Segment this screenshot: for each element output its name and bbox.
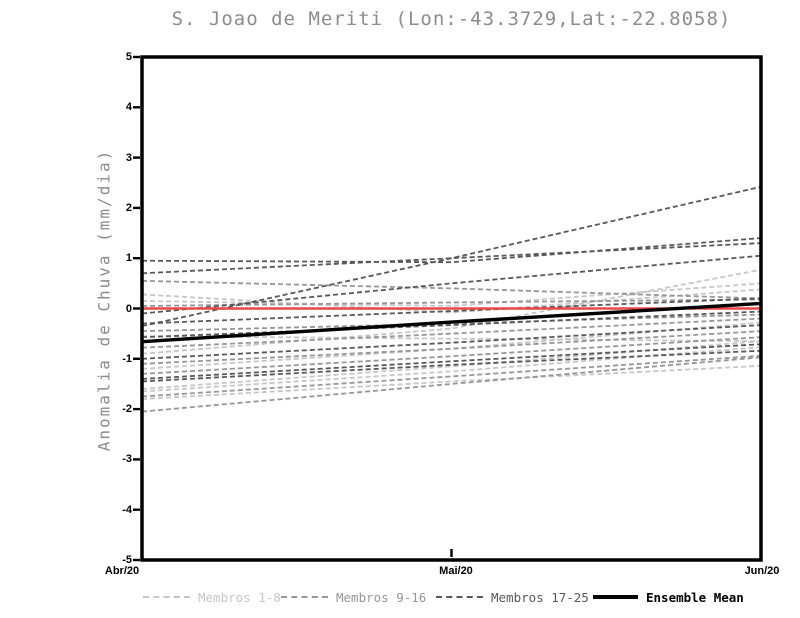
x-tick-label: Jun/20 xyxy=(744,565,780,577)
y-tick-label: 4 xyxy=(125,101,132,114)
legend-item: Ensemble Mean xyxy=(593,589,744,605)
legend-swatch-dashed-line xyxy=(143,596,190,598)
y-tick-label: -4 xyxy=(122,503,132,516)
ensemble-member-line xyxy=(141,288,762,314)
ensemble-mean-line xyxy=(141,301,762,344)
y-tick-label: -2 xyxy=(122,403,132,416)
y-tick-label: 5 xyxy=(125,51,132,63)
legend-swatch-solid-line xyxy=(593,595,638,599)
legend-label: Ensemble Mean xyxy=(646,589,744,605)
y-tick-label: 1 xyxy=(125,252,132,265)
ensemble-member-line xyxy=(141,279,762,300)
x-tick-label: Abr/20 xyxy=(104,565,140,577)
ensemble-member-line xyxy=(141,185,762,327)
ensemble-member-line xyxy=(141,242,762,275)
ensemble-member-line xyxy=(141,297,762,325)
ensemble-member-line xyxy=(141,317,762,349)
y-tick-label: 3 xyxy=(125,151,132,164)
legend-item: Membros 1-8 xyxy=(143,589,281,605)
y-tick-label: 2 xyxy=(125,201,132,214)
ensemble-member-line xyxy=(141,282,762,307)
legend-item: Membros 9-16 xyxy=(281,589,426,605)
ensemble-member-line xyxy=(141,298,762,307)
y-tick-label: -1 xyxy=(122,352,132,365)
legend-label: Membros 17-25 xyxy=(491,589,589,605)
ensemble-member-line xyxy=(141,354,762,398)
legend-swatch-dashed-line xyxy=(281,596,328,598)
y-tick-label: -3 xyxy=(122,453,132,466)
ensemble-member-line xyxy=(141,336,762,375)
ensemble-member-line xyxy=(141,330,762,365)
ensemble-member-line xyxy=(141,356,762,413)
ensemble-member-line xyxy=(141,349,762,383)
ensemble-member-line xyxy=(141,310,762,339)
ensemble-member-line xyxy=(141,237,762,264)
chart-title: S. Joao de Meriti (Lon:-43.3729,Lat:-22.… xyxy=(171,8,732,30)
ensemble-member-line xyxy=(141,364,762,400)
legend-swatch-dashed-line xyxy=(436,596,483,598)
y-tick-label: 0 xyxy=(125,302,132,315)
ensemble-member-line xyxy=(141,268,762,355)
legend-item: Membros 17-25 xyxy=(436,589,589,605)
y-tick-label: -5 xyxy=(122,554,132,566)
x-tick-label: Mai/20 xyxy=(439,565,473,577)
ensemble-member-line xyxy=(141,335,762,343)
legend-label: Membros 1-8 xyxy=(198,589,281,605)
legend-label: Membros 9-16 xyxy=(336,589,427,605)
plot-border xyxy=(140,55,763,562)
ensemble-member-line xyxy=(141,343,762,380)
ensemble-member-line xyxy=(141,324,762,360)
ensemble-member-line xyxy=(141,313,762,333)
